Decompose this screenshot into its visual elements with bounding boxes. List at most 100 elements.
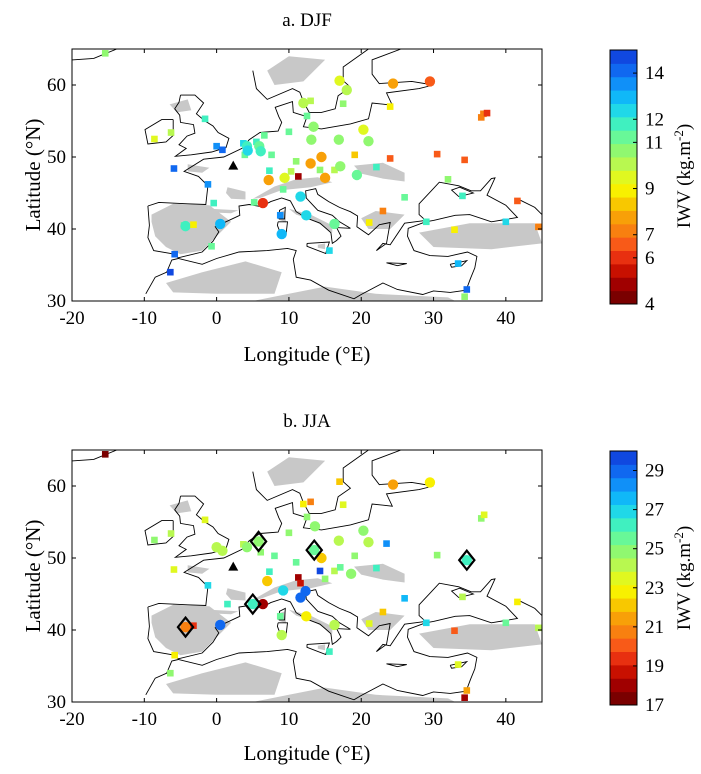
station-square (266, 167, 273, 174)
station-circle (263, 175, 273, 185)
station-square (210, 200, 217, 207)
colorbar-segment (610, 251, 637, 265)
station-square (205, 181, 212, 188)
colorbar-segment (610, 277, 637, 291)
plot-area (72, 450, 542, 702)
station-square (380, 609, 387, 616)
colorbar-tick-label: 9 (645, 179, 655, 200)
station-circle (242, 542, 252, 552)
station-circle (334, 75, 344, 85)
station-circle (335, 161, 345, 171)
station-circle (342, 85, 352, 95)
station-square (202, 517, 209, 524)
station-circle (334, 536, 344, 546)
colorbar-segment (610, 117, 637, 131)
station-square (373, 164, 380, 171)
colorbar: 1412119764 (610, 50, 665, 315)
station-square (300, 501, 307, 508)
x-tick-label: 20 (352, 709, 371, 730)
station-circle (298, 98, 308, 108)
station-square (304, 113, 311, 120)
colorbar-segment (610, 63, 637, 77)
station-circle (215, 219, 225, 229)
station-square (202, 116, 209, 123)
station-square (224, 601, 231, 608)
colorbar-segment (610, 103, 637, 117)
station-circle (262, 576, 272, 586)
y-axis-label: Latitude (°N) (21, 520, 45, 633)
station-square (387, 103, 394, 110)
station-circle (256, 146, 266, 156)
station-square (286, 530, 293, 537)
x-axis-label: Longitude (°E) (244, 342, 371, 366)
station-circle (358, 525, 368, 535)
station-circle (346, 569, 356, 579)
station-circle (295, 191, 305, 201)
station-square (461, 157, 468, 164)
x-tick-label: 0 (212, 308, 222, 329)
station-square (326, 247, 333, 254)
station-square (167, 670, 174, 677)
station-square (366, 219, 373, 226)
colorbar-segment (610, 90, 637, 104)
station-circle (358, 124, 368, 134)
colorbar-segment (610, 692, 637, 706)
colorbar-segment (610, 157, 637, 171)
colorbar-segment (610, 585, 637, 599)
station-square (317, 167, 324, 174)
station-circle (180, 221, 190, 231)
station-square (307, 98, 314, 105)
station-square (351, 152, 358, 159)
colorbar-segment (610, 144, 637, 158)
station-circle (243, 145, 253, 155)
station-square (102, 451, 109, 458)
colorbar-segment (610, 678, 637, 692)
station-circle (308, 122, 318, 132)
x-tick-label: -10 (132, 709, 157, 730)
station-square (514, 198, 521, 205)
colorbar-label: IWV (kg.m-2) (671, 526, 695, 630)
station-square (208, 243, 215, 250)
station-circle (363, 136, 373, 146)
colorbar-segment (610, 210, 637, 224)
x-tick-label: 10 (279, 308, 298, 329)
station-square (168, 530, 175, 537)
colorbar-label: IWV (kg.m-2) (671, 124, 695, 228)
station-circle (278, 585, 288, 595)
colorbar-segment (610, 464, 637, 478)
colorbar-segment (610, 50, 637, 64)
colorbar-segment (610, 625, 637, 639)
x-tick-label: 30 (424, 709, 443, 730)
station-square (280, 186, 287, 193)
station-square (295, 574, 302, 581)
colorbar-segment (610, 504, 637, 518)
station-square (455, 661, 462, 668)
x-tick-label: -10 (132, 308, 157, 329)
station-square (219, 147, 226, 154)
station-square (251, 199, 258, 206)
colorbar-tick-label: 29 (645, 461, 664, 482)
station-square (387, 155, 394, 162)
station-square (293, 559, 300, 566)
x-tick-label: 30 (424, 308, 443, 329)
colorbar-tick-label: 17 (645, 695, 664, 716)
colorbar-segment (610, 652, 637, 666)
colorbar-segment (610, 291, 637, 305)
station-square (340, 100, 347, 107)
station-circle (363, 537, 373, 547)
station-square (423, 620, 430, 627)
station-square (464, 687, 471, 694)
station-circle (329, 219, 339, 229)
y-tick-label: 40 (47, 620, 66, 641)
station-square (293, 158, 300, 165)
colorbar-segment (610, 531, 637, 545)
station-square (459, 193, 466, 200)
station-circle (334, 135, 344, 145)
y-tick-label: 50 (47, 548, 66, 569)
x-tick-label: 0 (212, 709, 222, 730)
station-square (322, 576, 329, 583)
station-square (455, 260, 462, 267)
panel-title: a. DJF (282, 10, 332, 31)
station-square (340, 501, 347, 508)
